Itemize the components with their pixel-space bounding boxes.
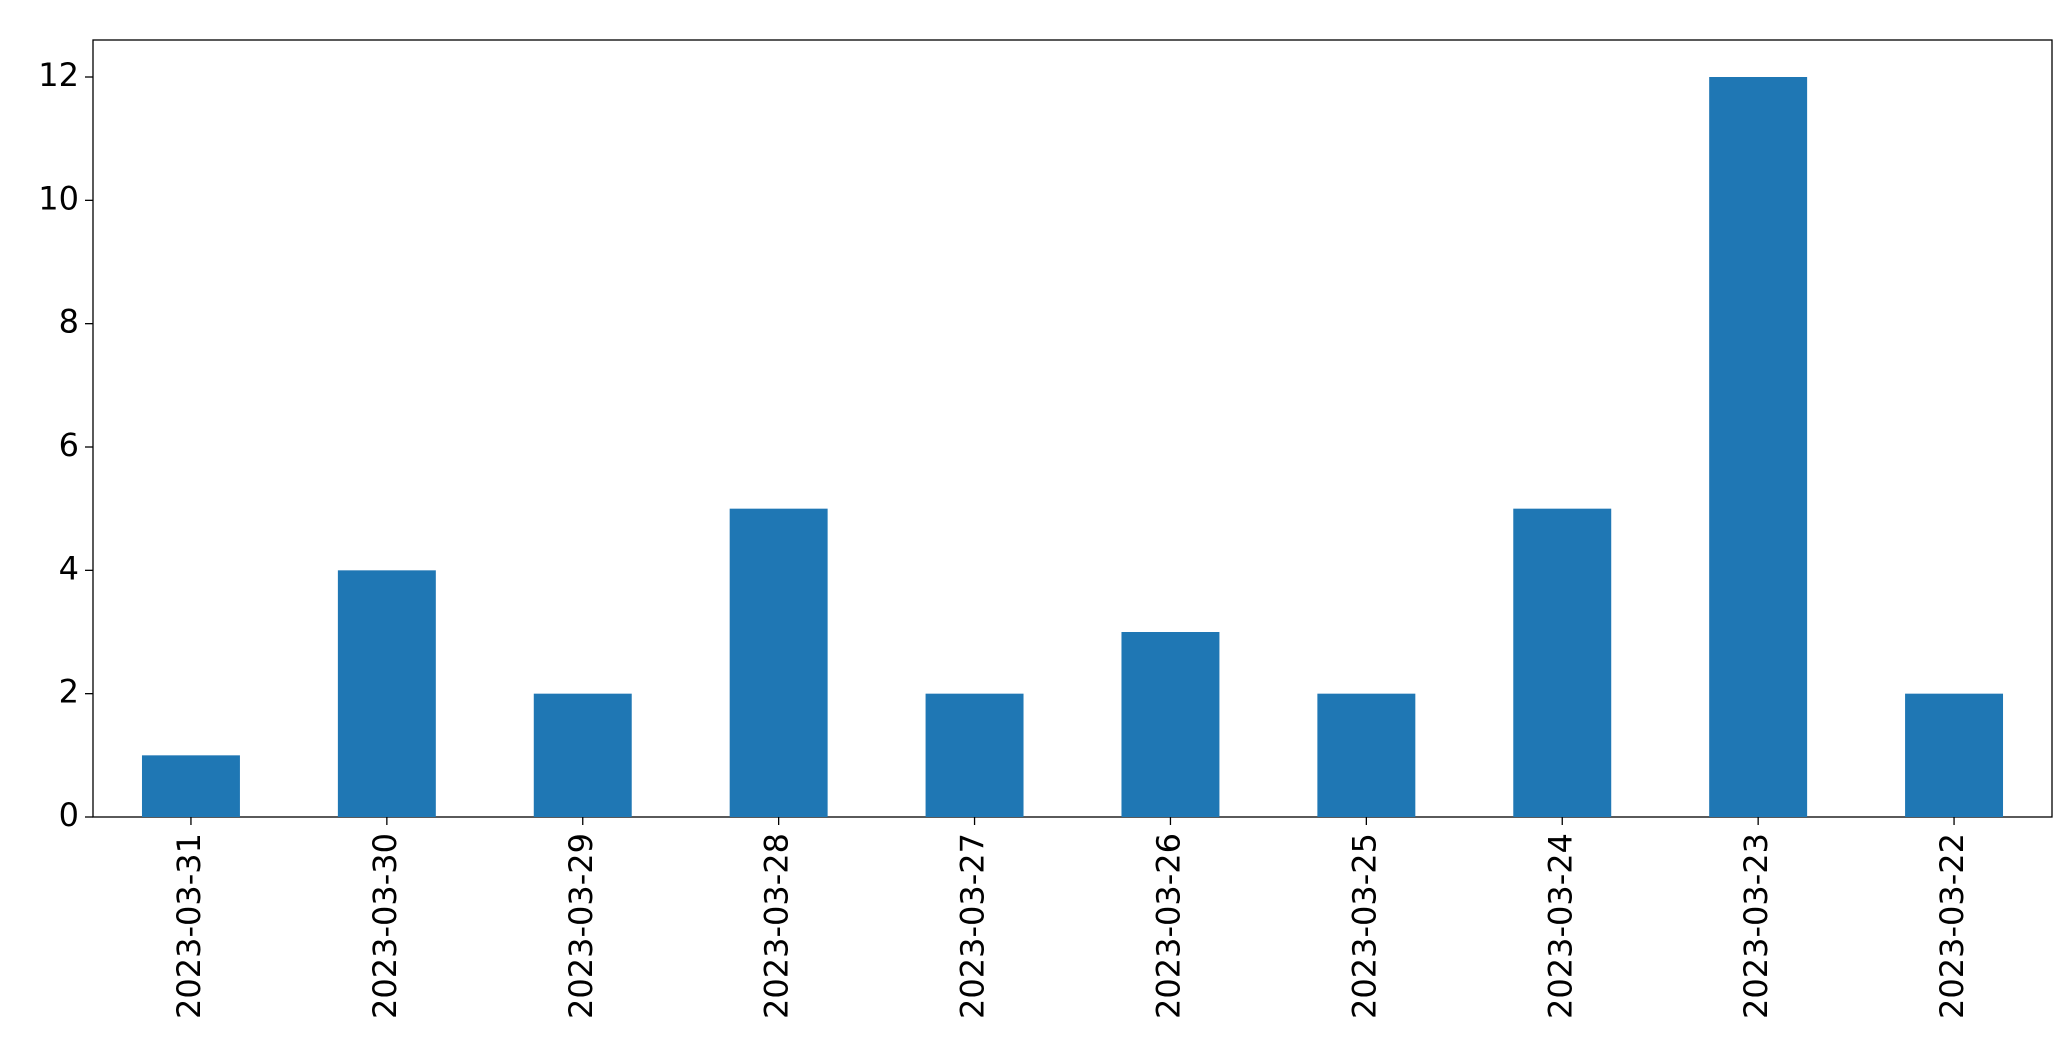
y-tick-label: 4 [59,549,79,587]
y-tick-label: 6 [59,426,79,464]
bar [1905,693,2004,817]
y-tick-label: 0 [59,796,79,834]
bar [141,755,240,817]
bar [729,508,828,817]
bar [925,693,1024,817]
bar [1317,693,1416,817]
bar [337,570,436,817]
bar [1513,508,1612,817]
y-tick-label: 2 [59,673,79,711]
y-tick-label: 8 [59,303,79,341]
x-tick-label: 2023-03-29 [562,833,600,1019]
x-tick-label: 2023-03-27 [954,833,992,1019]
x-tick-label: 2023-03-22 [1933,833,1971,1019]
x-tick-label: 2023-03-30 [366,833,404,1019]
x-tick-label: 2023-03-25 [1345,833,1383,1019]
x-tick-label: 2023-03-31 [170,833,208,1019]
plot-frame [92,39,2053,818]
bar [1121,632,1220,817]
bar [533,693,632,817]
bar [1709,77,1808,817]
x-tick-label: 2023-03-23 [1737,833,1775,1019]
y-tick-label: 10 [38,179,79,217]
x-tick-label: 2023-03-24 [1541,833,1579,1019]
y-tick-label: 12 [38,56,79,94]
x-tick-label: 2023-03-26 [1149,833,1187,1019]
x-tick-label: 2023-03-28 [758,833,796,1019]
